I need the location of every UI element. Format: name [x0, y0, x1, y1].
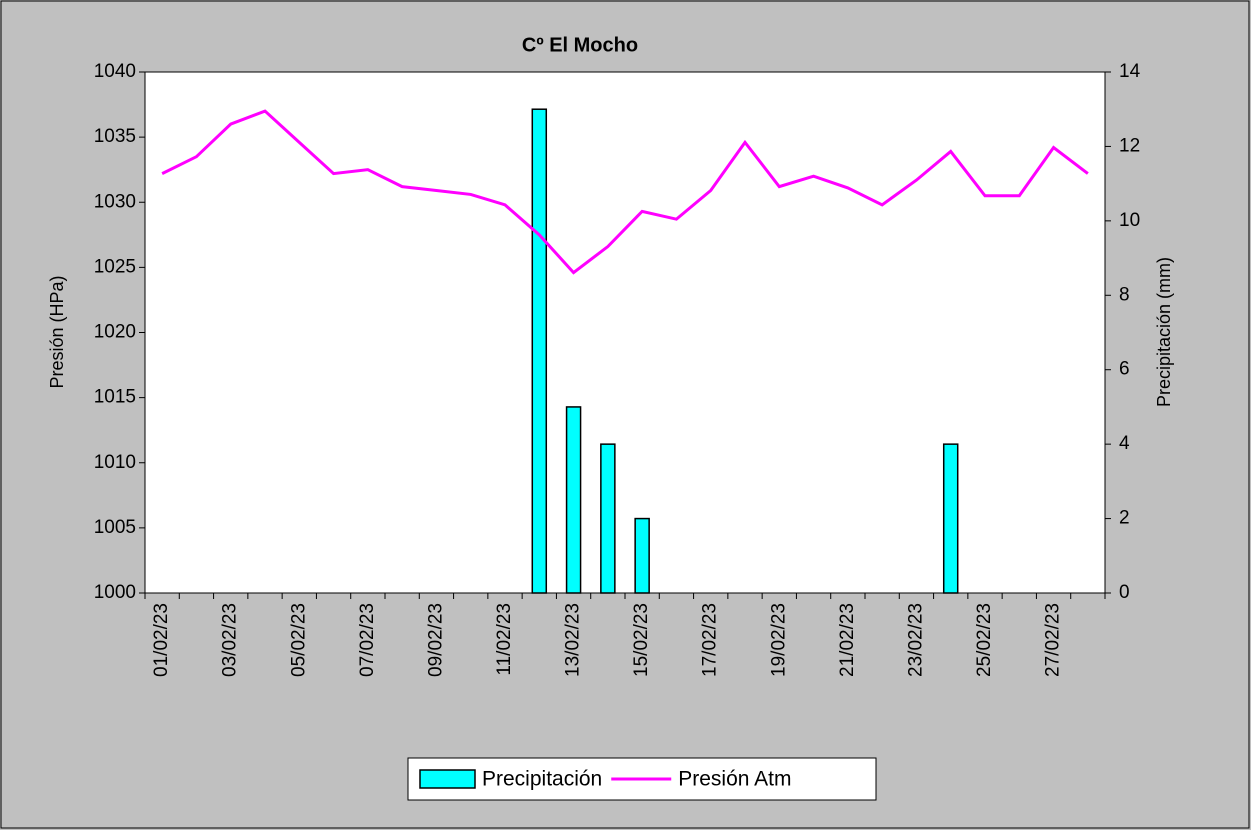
y2-tick-label: 6 [1119, 359, 1130, 380]
chart-title: Cº El Mocho [522, 34, 638, 56]
y-tick-label: 1000 [94, 582, 136, 603]
bar [600, 443, 616, 594]
x-tick-label: 13/02/23 [563, 603, 584, 677]
y2-tick-label: 4 [1119, 433, 1130, 454]
y-tick-label: 1020 [94, 322, 136, 343]
y2-tick-label: 14 [1119, 61, 1141, 82]
line [161, 109, 1089, 275]
x-tick-label: 15/02/23 [631, 603, 652, 677]
y-tick-label: 1005 [94, 517, 136, 538]
x-tick-label: 07/02/23 [357, 603, 378, 677]
y-tick-label: 1030 [94, 191, 136, 212]
y2-tick-label: 8 [1119, 284, 1130, 305]
y2-tick-label: 10 [1119, 210, 1140, 231]
x-tick-label: 17/02/23 [700, 603, 721, 677]
x-tick-label: 09/02/23 [425, 603, 446, 677]
x-tick-label: 23/02/23 [905, 603, 926, 677]
x-tick-label: 25/02/23 [974, 603, 995, 677]
x-tick-label: 21/02/23 [837, 603, 858, 677]
bar [565, 406, 582, 594]
x-tick-label: 03/02/23 [220, 603, 241, 677]
y2-axis-label: Precipitación (mm) [1154, 257, 1174, 407]
legend-label: Precipitación [482, 768, 602, 791]
x-tick-label: 01/02/23 [151, 603, 172, 677]
y2-tick-label: 0 [1119, 582, 1130, 603]
x-tick-label: 19/02/23 [768, 603, 789, 677]
x-tick-label: 05/02/23 [288, 603, 309, 677]
y-tick-label: 1035 [94, 126, 136, 147]
y2-tick-label: 2 [1119, 508, 1130, 529]
y-tick-label: 1010 [94, 452, 136, 473]
y-axis-label: Presión (HPa) [47, 275, 67, 388]
legend-label: Presión Atm [678, 768, 791, 791]
x-tick-label: 27/02/23 [1043, 603, 1064, 677]
y-tick-label: 1025 [94, 256, 136, 277]
legend-swatch [419, 769, 476, 789]
bar [942, 443, 959, 594]
y-tick-label: 1015 [94, 387, 136, 408]
bar [634, 517, 650, 594]
y2-tick-label: 12 [1119, 135, 1140, 156]
bar [531, 108, 548, 594]
y-tick-label: 1040 [94, 61, 136, 82]
plot-area [144, 71, 1106, 594]
x-tick-label: 11/02/23 [494, 603, 515, 676]
